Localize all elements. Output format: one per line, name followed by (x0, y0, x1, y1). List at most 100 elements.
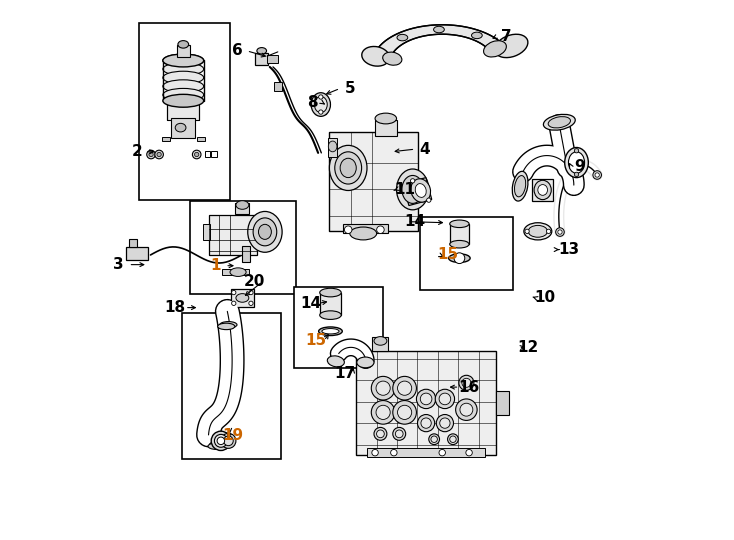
Circle shape (440, 418, 450, 428)
Ellipse shape (382, 52, 402, 65)
Circle shape (319, 110, 323, 114)
Bar (403, 178, 432, 206)
Ellipse shape (411, 179, 431, 202)
Bar (203, 224, 210, 240)
Circle shape (344, 226, 352, 233)
Bar (294, 287, 383, 368)
Bar (161, 137, 170, 141)
Bar (241, 246, 250, 262)
Bar (205, 151, 210, 157)
Text: 10: 10 (535, 291, 556, 306)
Circle shape (232, 301, 236, 306)
Bar (356, 350, 496, 455)
Circle shape (436, 415, 454, 431)
Ellipse shape (434, 26, 444, 33)
Circle shape (232, 291, 236, 295)
Circle shape (398, 406, 412, 420)
Text: 15: 15 (305, 333, 327, 348)
Bar (181, 313, 281, 459)
Text: 18: 18 (164, 300, 186, 315)
Circle shape (214, 434, 228, 447)
Circle shape (147, 150, 156, 159)
Bar (172, 118, 195, 138)
Ellipse shape (322, 328, 339, 334)
Text: 12: 12 (517, 340, 539, 355)
Circle shape (456, 399, 477, 421)
Circle shape (429, 434, 440, 444)
Circle shape (416, 389, 436, 409)
Bar (236, 204, 249, 214)
Ellipse shape (335, 152, 362, 184)
Bar (532, 179, 553, 201)
Ellipse shape (515, 176, 526, 197)
Circle shape (149, 152, 153, 157)
Ellipse shape (495, 34, 528, 58)
Circle shape (217, 437, 225, 444)
Bar (496, 391, 509, 415)
Ellipse shape (350, 227, 377, 240)
Ellipse shape (543, 114, 575, 130)
Text: 2: 2 (131, 144, 142, 159)
Circle shape (426, 198, 431, 202)
Ellipse shape (210, 441, 227, 448)
Ellipse shape (568, 152, 584, 173)
Bar (167, 98, 200, 119)
Text: 11: 11 (394, 182, 415, 197)
Circle shape (319, 95, 323, 99)
Circle shape (462, 379, 471, 387)
Circle shape (575, 172, 578, 177)
Circle shape (466, 449, 472, 456)
Bar (367, 448, 485, 457)
Circle shape (374, 427, 387, 440)
Ellipse shape (564, 147, 589, 178)
Ellipse shape (320, 311, 341, 320)
Text: 6: 6 (232, 43, 242, 58)
Circle shape (435, 389, 454, 409)
Ellipse shape (524, 222, 552, 240)
Ellipse shape (548, 117, 570, 128)
Ellipse shape (253, 218, 277, 246)
Circle shape (398, 381, 412, 395)
Ellipse shape (163, 54, 203, 67)
Circle shape (393, 427, 406, 440)
Ellipse shape (163, 54, 203, 67)
Circle shape (439, 449, 446, 456)
Ellipse shape (357, 357, 374, 368)
Polygon shape (374, 25, 509, 56)
Ellipse shape (175, 123, 186, 132)
Circle shape (371, 401, 395, 424)
Ellipse shape (236, 201, 249, 210)
Ellipse shape (484, 40, 506, 57)
Bar (274, 82, 282, 91)
Ellipse shape (448, 254, 470, 262)
Circle shape (390, 449, 397, 456)
Bar (328, 138, 338, 157)
Bar (316, 95, 326, 114)
Ellipse shape (450, 220, 469, 227)
Circle shape (575, 148, 578, 153)
Ellipse shape (257, 48, 266, 54)
Circle shape (556, 228, 564, 237)
Ellipse shape (320, 288, 341, 297)
Bar (255, 53, 268, 65)
Circle shape (459, 375, 474, 390)
Ellipse shape (219, 322, 237, 328)
Circle shape (224, 436, 233, 446)
Circle shape (249, 301, 253, 306)
Ellipse shape (471, 32, 482, 39)
Bar (375, 119, 396, 136)
Circle shape (372, 449, 378, 456)
Circle shape (525, 229, 529, 233)
Text: 8: 8 (307, 95, 318, 110)
Text: 9: 9 (574, 159, 584, 174)
Text: 17: 17 (334, 366, 355, 381)
Text: 4: 4 (420, 141, 430, 157)
Ellipse shape (340, 158, 356, 178)
Text: 14: 14 (300, 296, 321, 311)
Bar (177, 45, 189, 57)
Text: 15: 15 (437, 247, 458, 262)
Ellipse shape (230, 268, 246, 276)
Circle shape (421, 418, 432, 428)
Ellipse shape (330, 145, 367, 191)
Circle shape (460, 403, 473, 416)
